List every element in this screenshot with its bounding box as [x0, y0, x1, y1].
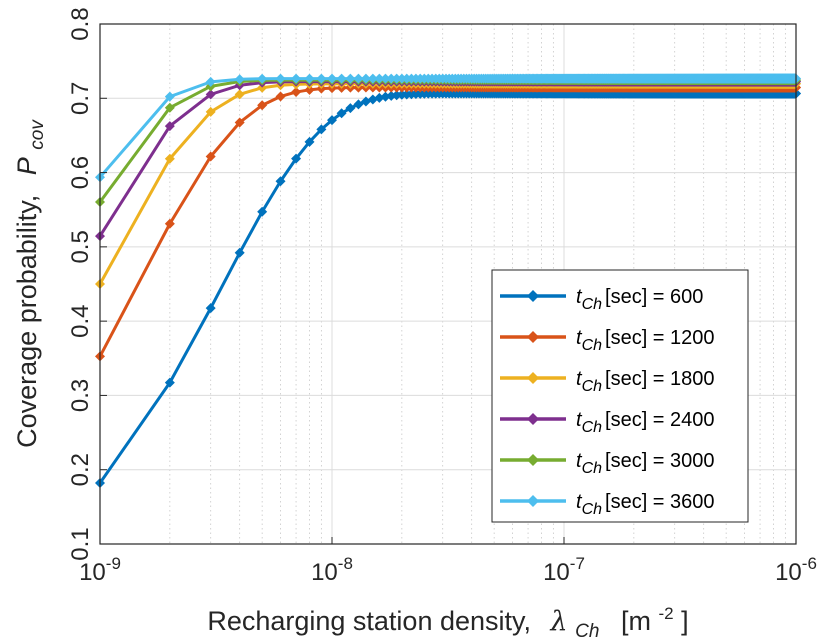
data-point — [205, 106, 216, 117]
data-point — [275, 176, 286, 187]
data-point — [257, 100, 268, 111]
data-point — [257, 206, 268, 217]
data-point — [164, 121, 175, 132]
data-point — [205, 89, 216, 100]
data-point — [257, 82, 268, 93]
data-point — [234, 89, 245, 100]
data-point — [164, 218, 175, 229]
data-point — [291, 153, 302, 164]
data-point — [234, 247, 245, 258]
data-point — [345, 103, 356, 114]
data-point — [291, 87, 302, 98]
data-point — [164, 102, 175, 113]
data-point — [304, 136, 315, 147]
data-point — [353, 99, 364, 110]
data-point — [164, 153, 175, 164]
series-layer — [95, 73, 801, 489]
data-point — [164, 377, 175, 388]
data-point — [205, 151, 216, 162]
data-point — [316, 124, 327, 135]
data-point — [336, 108, 347, 119]
data-point — [327, 115, 337, 126]
data-point — [234, 117, 245, 128]
data-point — [205, 303, 216, 314]
data-point — [275, 91, 286, 102]
data-point — [304, 84, 315, 95]
